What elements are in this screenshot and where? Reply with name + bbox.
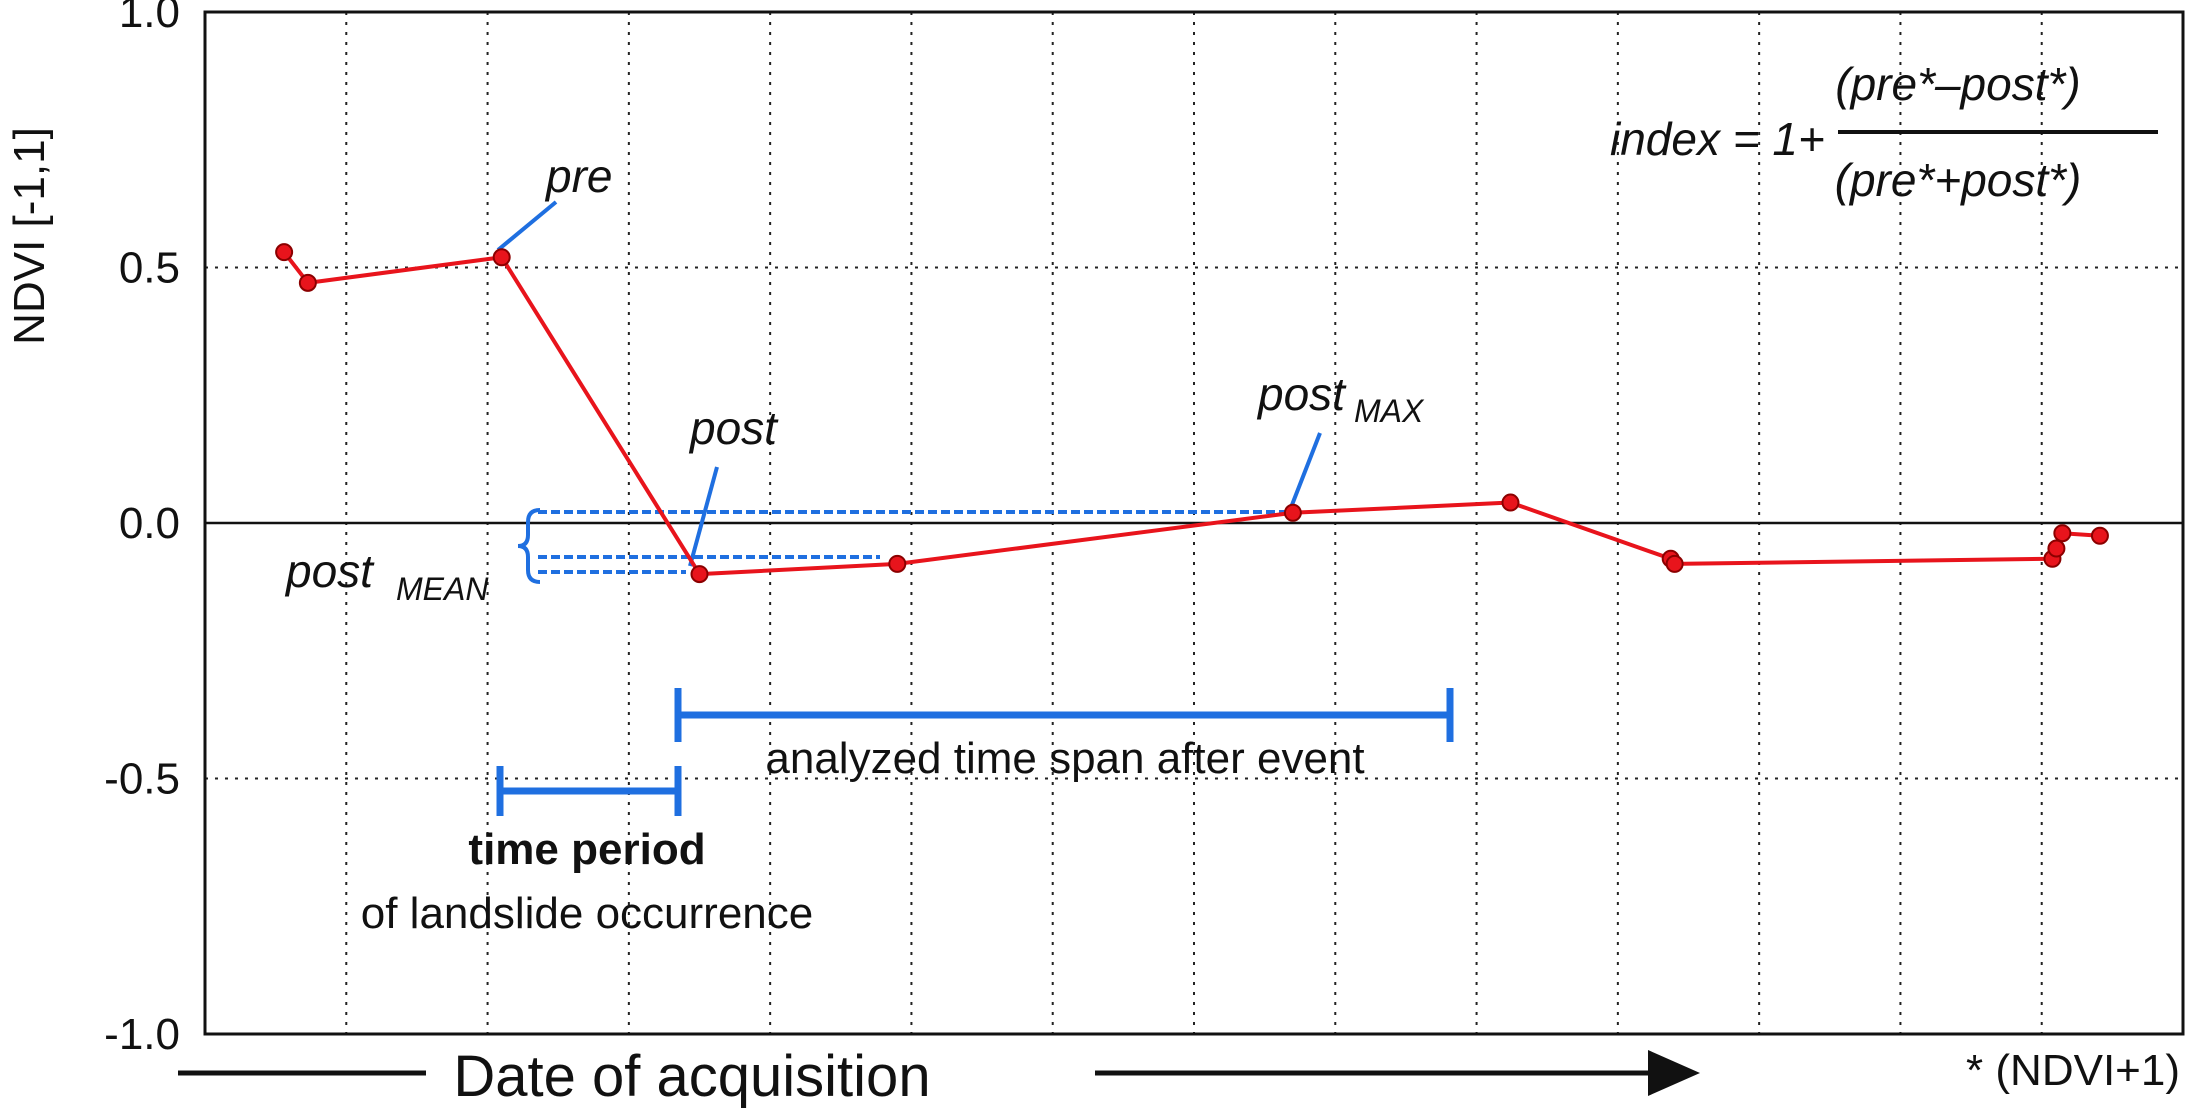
y-tick-label: 0.0 xyxy=(119,499,180,548)
data-point xyxy=(888,554,907,573)
series-line xyxy=(282,250,2101,577)
post-max-subscript: MAX xyxy=(1354,393,1425,429)
y-tick-label: -1.0 xyxy=(104,1010,180,1059)
pre-leader xyxy=(496,200,558,252)
data-point xyxy=(2047,539,2066,558)
data-point xyxy=(1283,503,1302,522)
post-mean-brace xyxy=(517,508,541,584)
data-point xyxy=(2090,526,2109,545)
footnote: * (NDVI+1) xyxy=(1966,1046,2180,1095)
pre-label: pre xyxy=(544,150,612,202)
post-mean-subscript: MEAN xyxy=(396,571,489,607)
x-axis-arrow-head xyxy=(1648,1050,1700,1096)
data-point xyxy=(1665,554,1684,573)
post-max-leader xyxy=(1288,432,1322,511)
y-axis-label: NDVI [-1,1] xyxy=(5,127,54,345)
span-label: analyzed time span after event xyxy=(765,734,1364,783)
period-label-rest: of landslide occurrence xyxy=(361,889,813,938)
post-label: post xyxy=(688,402,779,454)
period-label-bold: time period xyxy=(468,825,705,874)
data-point xyxy=(1501,493,1520,512)
formula-denominator: (pre*+post*) xyxy=(1835,154,2082,206)
y-tick-labels: 1.0 0.5 0.0 -0.5 -1.0 xyxy=(104,0,180,1059)
y-tick-label: 0.5 xyxy=(119,244,180,293)
data-point xyxy=(298,273,317,292)
post-leader xyxy=(688,466,719,567)
formula-numerator: (pre*–post*) xyxy=(1835,58,2080,110)
data-point xyxy=(2053,524,2072,543)
data-point xyxy=(492,248,511,267)
ndvi-series xyxy=(275,243,2109,584)
y-tick-label: 1.0 xyxy=(119,0,180,37)
annotation-graphics xyxy=(496,200,1454,816)
y-tick-label: -0.5 xyxy=(104,755,180,804)
formula-lhs: index = 1+ xyxy=(1610,113,1825,165)
data-point xyxy=(690,565,709,584)
data-point xyxy=(275,243,294,262)
post-mean-label: post xyxy=(284,545,375,597)
post-max-label: post xyxy=(1256,368,1347,420)
x-axis-label: Date of acquisition xyxy=(453,1044,930,1109)
